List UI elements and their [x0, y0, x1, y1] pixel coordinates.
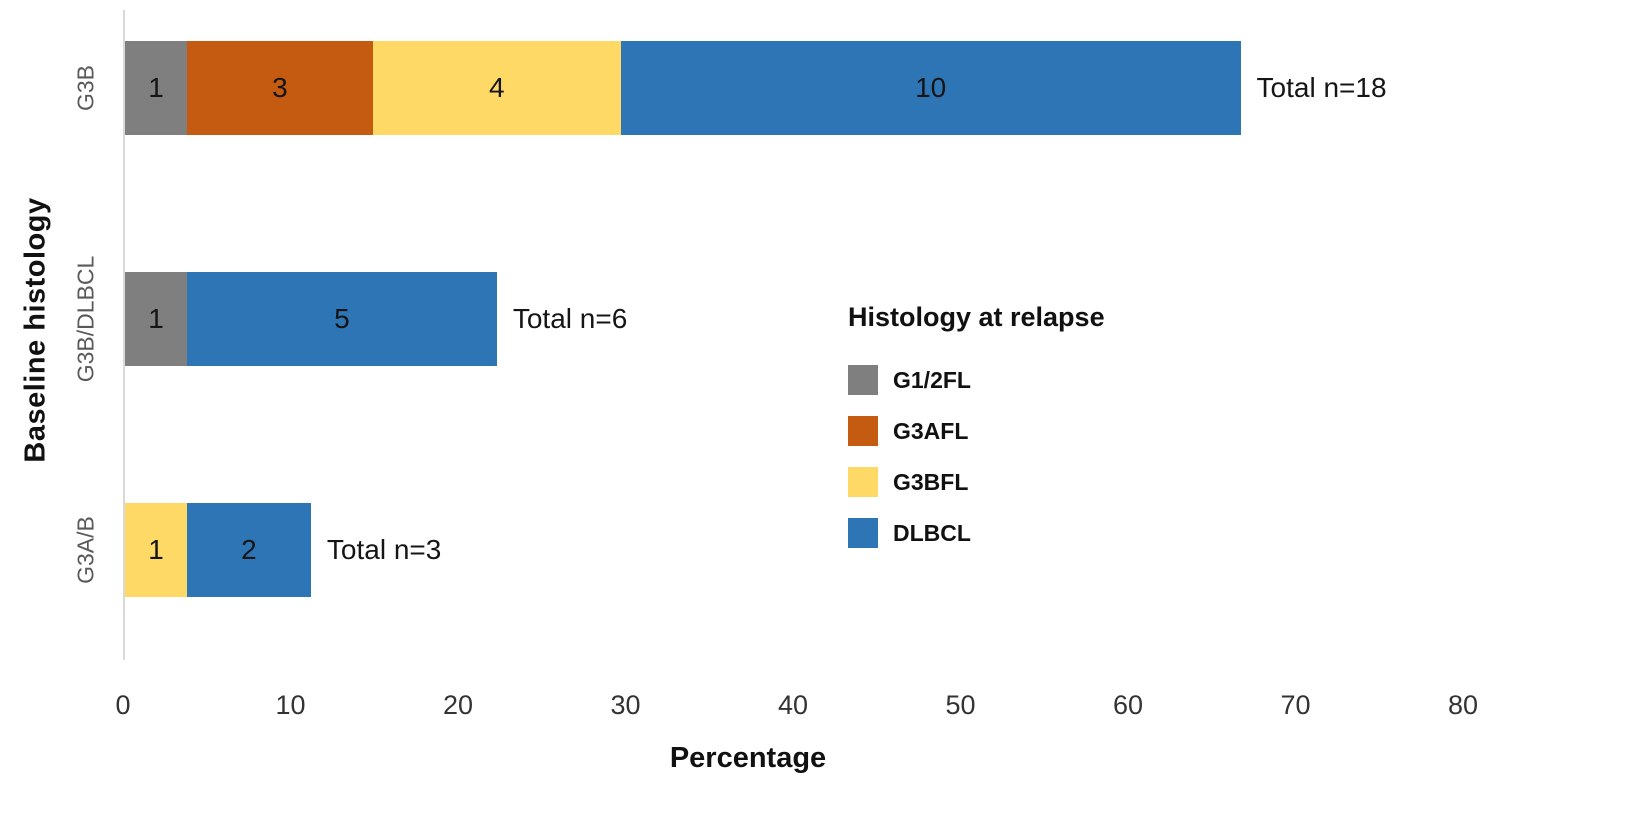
y-category-labels: G3B G3B/DLBCL G3A/B	[0, 0, 120, 824]
legend-title: Histology at relapse	[848, 302, 1105, 332]
bar-total-label: Total n=6	[512, 302, 628, 334]
x-tick-label: 40	[777, 690, 809, 720]
plot-area: 1 3 4 10 Total n=18 1 5 Total n=6 1 2 Total n=3	[123, 10, 1463, 660]
legend-items: G1/2FL G3AFL G3BFL DLBCL	[848, 365, 1105, 548]
legend-swatch-dlbcl	[848, 518, 878, 548]
y-category-label-g3b: G3B	[72, 64, 99, 112]
bar-segment-dlbcl: 10	[620, 41, 1241, 135]
bar-segment-g1-2fl: 1	[125, 41, 187, 135]
bar-segment-g3bfl: 4	[372, 41, 621, 135]
bar-segment-dlbcl: 5	[186, 271, 497, 366]
x-tick-label: 70	[1280, 690, 1311, 720]
y-category-label-g3a-b: G3A/B	[72, 515, 99, 584]
bar-segment-dlbcl: 2	[186, 502, 311, 597]
x-tick-label: 50	[945, 690, 976, 720]
x-tick-label: 0	[115, 690, 131, 720]
x-tick-label: 60	[1112, 690, 1144, 720]
legend-label: DLBCL	[893, 519, 971, 546]
bar-segment-g3bfl: 1	[125, 502, 187, 597]
bar-total-label: Total n=18	[1256, 72, 1387, 103]
legend-swatch-g3afl	[848, 416, 878, 446]
x-tick-label: 20	[442, 690, 474, 720]
bar-segment-g3afl: 3	[186, 41, 373, 135]
legend: Histology at relapse G1/2FL G3AFL G3BFL DLB…	[848, 302, 1105, 569]
x-axis-ticks: 0 10 20 30 40 50 60 70 80	[115, 690, 1478, 724]
legend-label: G3BFL	[893, 468, 969, 495]
y-category-label-g3b-dlbcl: G3B/DLBCL	[72, 255, 99, 383]
x-tick-label: 80	[1447, 690, 1479, 720]
legend-item-g3afl: G3AFL	[848, 416, 1105, 446]
legend-item-g3bfl: G3BFL	[848, 467, 1105, 497]
legend-swatch-g1-2fl	[848, 365, 878, 395]
legend-item-g1-2fl: G1/2FL	[848, 365, 1105, 395]
x-tick-label: 10	[275, 690, 306, 720]
legend-item-dlbcl: DLBCL	[848, 518, 1105, 548]
legend-swatch-g3bfl	[848, 467, 878, 497]
legend-label: G3AFL	[893, 417, 969, 444]
x-tick-label: 30	[610, 690, 641, 720]
bar-segment-g1-2fl: 1	[125, 271, 187, 366]
x-axis-title: Percentage	[669, 742, 827, 774]
legend-label: G1/2FL	[893, 366, 971, 393]
bar-total-label: Total n=3	[326, 533, 442, 565]
